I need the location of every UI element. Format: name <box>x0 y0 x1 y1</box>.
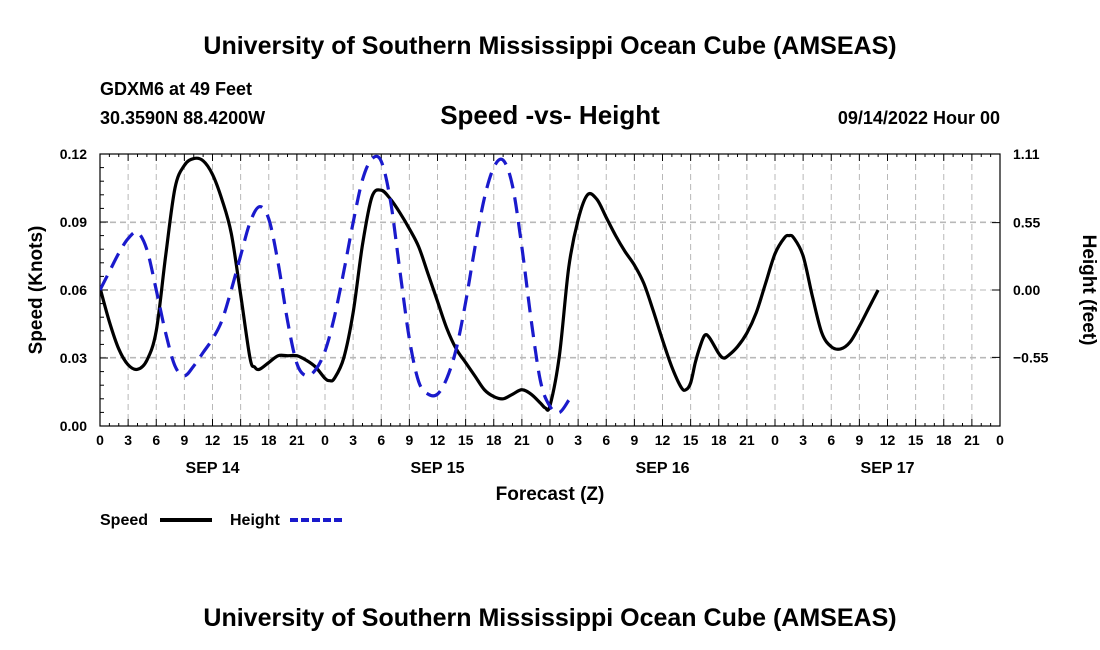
x-tick-label: 12 <box>205 432 221 448</box>
y-tick-label-right: 0.00 <box>1013 282 1040 298</box>
y-tick-label-right: 1.11 <box>1013 146 1040 162</box>
station-label: GDXM6 at 49 Feet <box>100 79 252 99</box>
x-tick-label: 12 <box>880 432 896 448</box>
day-label: SEP 17 <box>861 460 915 477</box>
x-tick-label: 9 <box>855 432 863 448</box>
x-tick-label: 3 <box>124 432 132 448</box>
tick-labels: 0 3 6 9 12 15 18 21 0 3 6 9 12 15 18 21 0 3 6 9 12 15 18 21 0 3 6 9… <box>60 146 1049 477</box>
legend-speed-label: Speed <box>100 512 148 529</box>
y-axis-label-right: Height (feet) <box>1078 235 1099 346</box>
x-tick-label: 6 <box>827 432 835 448</box>
x-tick-label: 0 <box>96 432 104 448</box>
day-label: SEP 14 <box>186 460 240 477</box>
x-tick-label: 0 <box>996 432 1004 448</box>
x-tick-label: 6 <box>152 432 160 448</box>
y-tick-label-left: 0.12 <box>60 146 87 162</box>
footer-title: University of Southern Mississippi Ocean… <box>203 604 896 632</box>
legend: Speed Height <box>100 512 343 529</box>
coordinates-label: 30.3590N 88.4200W <box>100 108 265 128</box>
x-tick-label: 0 <box>321 432 329 448</box>
x-tick-label: 18 <box>486 432 502 448</box>
x-tick-label: 18 <box>711 432 727 448</box>
x-tick-label: 9 <box>180 432 188 448</box>
y-tick-label-left: 0.06 <box>60 282 87 298</box>
x-tick-label: 12 <box>430 432 446 448</box>
x-tick-label: 18 <box>936 432 952 448</box>
x-tick-label: 18 <box>261 432 277 448</box>
y-tick-label-left: 0.00 <box>60 418 87 434</box>
x-tick-label: 15 <box>908 432 924 448</box>
x-tick-label: 0 <box>546 432 554 448</box>
series-lines <box>100 154 880 415</box>
x-tick-label: 12 <box>655 432 671 448</box>
x-tick-label: 6 <box>377 432 385 448</box>
main-title: University of Southern Mississippi Ocean… <box>203 32 896 60</box>
x-tick-label: 9 <box>630 432 638 448</box>
x-tick-label: 6 <box>602 432 610 448</box>
x-tick-label: 0 <box>771 432 779 448</box>
y-axis-label-left: Speed (Knots) <box>26 226 47 355</box>
x-tick-label: 21 <box>289 432 305 448</box>
height-series-line <box>100 154 571 415</box>
x-tick-label: 15 <box>233 432 249 448</box>
y-tick-label-left: 0.03 <box>60 350 87 366</box>
speed-series-line <box>100 156 880 412</box>
x-axis-label: Forecast (Z) <box>496 484 605 505</box>
run-time-label: 09/14/2022 Hour 00 <box>838 108 1000 128</box>
y-tick-label-right: 0.55 <box>1013 215 1040 231</box>
day-label: SEP 15 <box>411 460 465 477</box>
x-tick-label: 3 <box>349 432 357 448</box>
x-tick-label: 3 <box>799 432 807 448</box>
day-label: SEP 16 <box>636 460 690 477</box>
chart-title: Speed -vs- Height <box>440 100 660 130</box>
x-tick-label: 21 <box>964 432 980 448</box>
axis-ticks <box>99 153 1001 427</box>
y-tick-label-left: 0.09 <box>60 214 87 230</box>
y-tick-label-right: −0.55 <box>1013 349 1049 365</box>
x-tick-label: 21 <box>739 432 755 448</box>
grid-lines <box>100 153 1000 426</box>
x-tick-label: 9 <box>405 432 413 448</box>
x-tick-label: 3 <box>574 432 582 448</box>
x-tick-label: 21 <box>514 432 530 448</box>
legend-height-label: Height <box>230 512 280 529</box>
x-tick-label: 15 <box>683 432 699 448</box>
x-tick-label: 15 <box>458 432 474 448</box>
